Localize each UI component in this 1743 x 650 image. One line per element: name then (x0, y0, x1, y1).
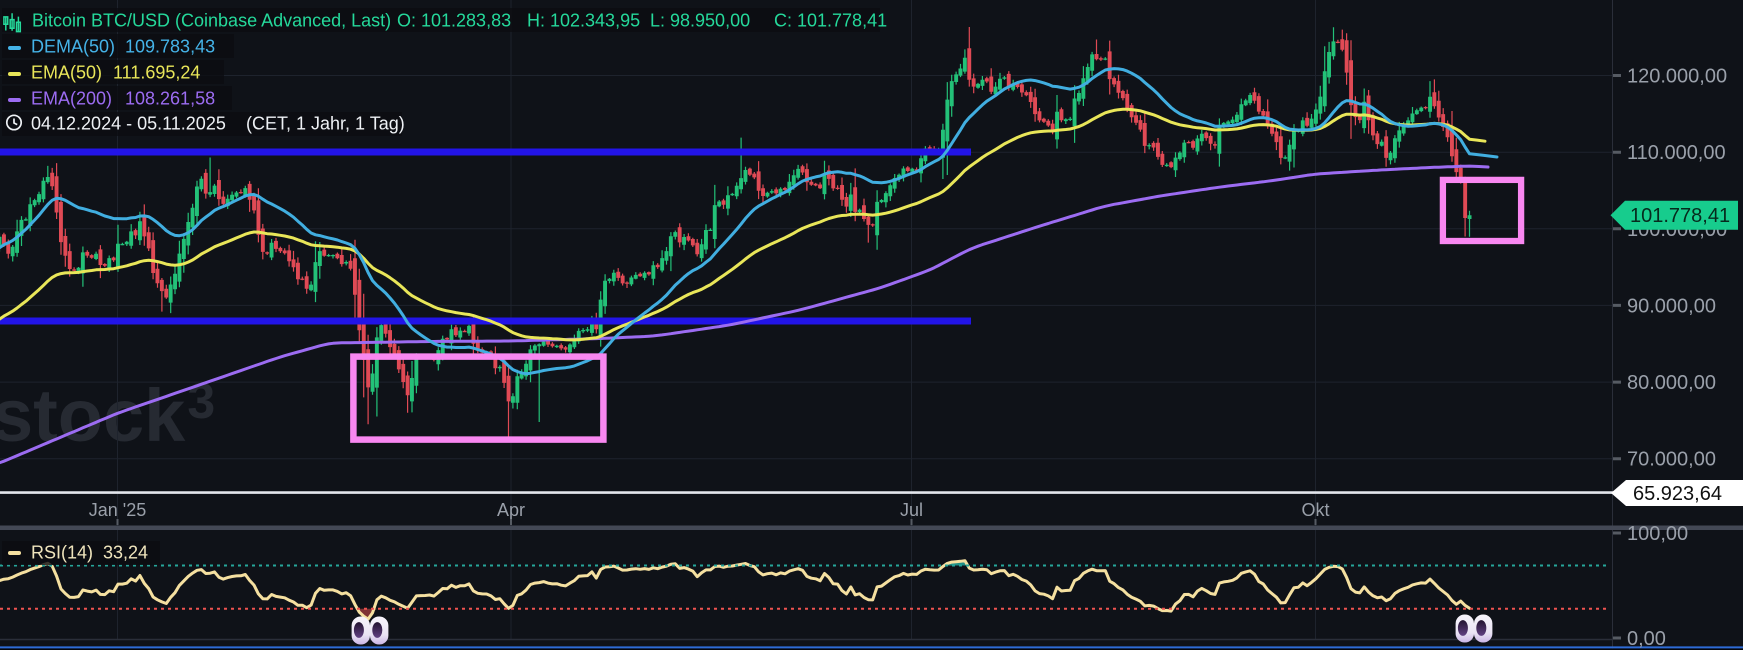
svg-text:110.000,00: 110.000,00 (1627, 142, 1726, 164)
svg-text:70.000,00: 70.000,00 (1627, 449, 1716, 471)
svg-text:80.000,00: 80.000,00 (1627, 372, 1716, 394)
svg-text:120.000,00: 120.000,00 (1627, 66, 1727, 88)
svg-text:Bitcoin BTC/USD (Coinbase Adva: Bitcoin BTC/USD (Coinbase Advanced, Last… (32, 11, 887, 31)
svg-text:100,00: 100,00 (1627, 523, 1688, 545)
svg-text:90.000,00: 90.000,00 (1627, 295, 1716, 317)
svg-text:Okt: Okt (1301, 500, 1329, 520)
svg-text:Apr: Apr (497, 500, 525, 520)
svg-text:stock3: stock3 (0, 373, 215, 457)
svg-text:101.778,41: 101.778,41 (1630, 205, 1730, 227)
svg-text:EMA(50)111.695,24: EMA(50) 111.695,24 (31, 63, 200, 83)
svg-text:Jan '25: Jan '25 (89, 500, 146, 520)
svg-text:0,00: 0,00 (1627, 628, 1666, 650)
svg-text:04.12.2024 - 05.11.2025(CET, 1: 04.12.2024 - 05.11.2025 (CET, 1 Jahr, 1 T… (31, 114, 405, 134)
svg-text:Jul: Jul (900, 500, 923, 520)
svg-text:RSI(14)33,24: RSI(14) 33,24 (31, 543, 148, 563)
svg-text:65.923,64: 65.923,64 (1633, 483, 1722, 505)
